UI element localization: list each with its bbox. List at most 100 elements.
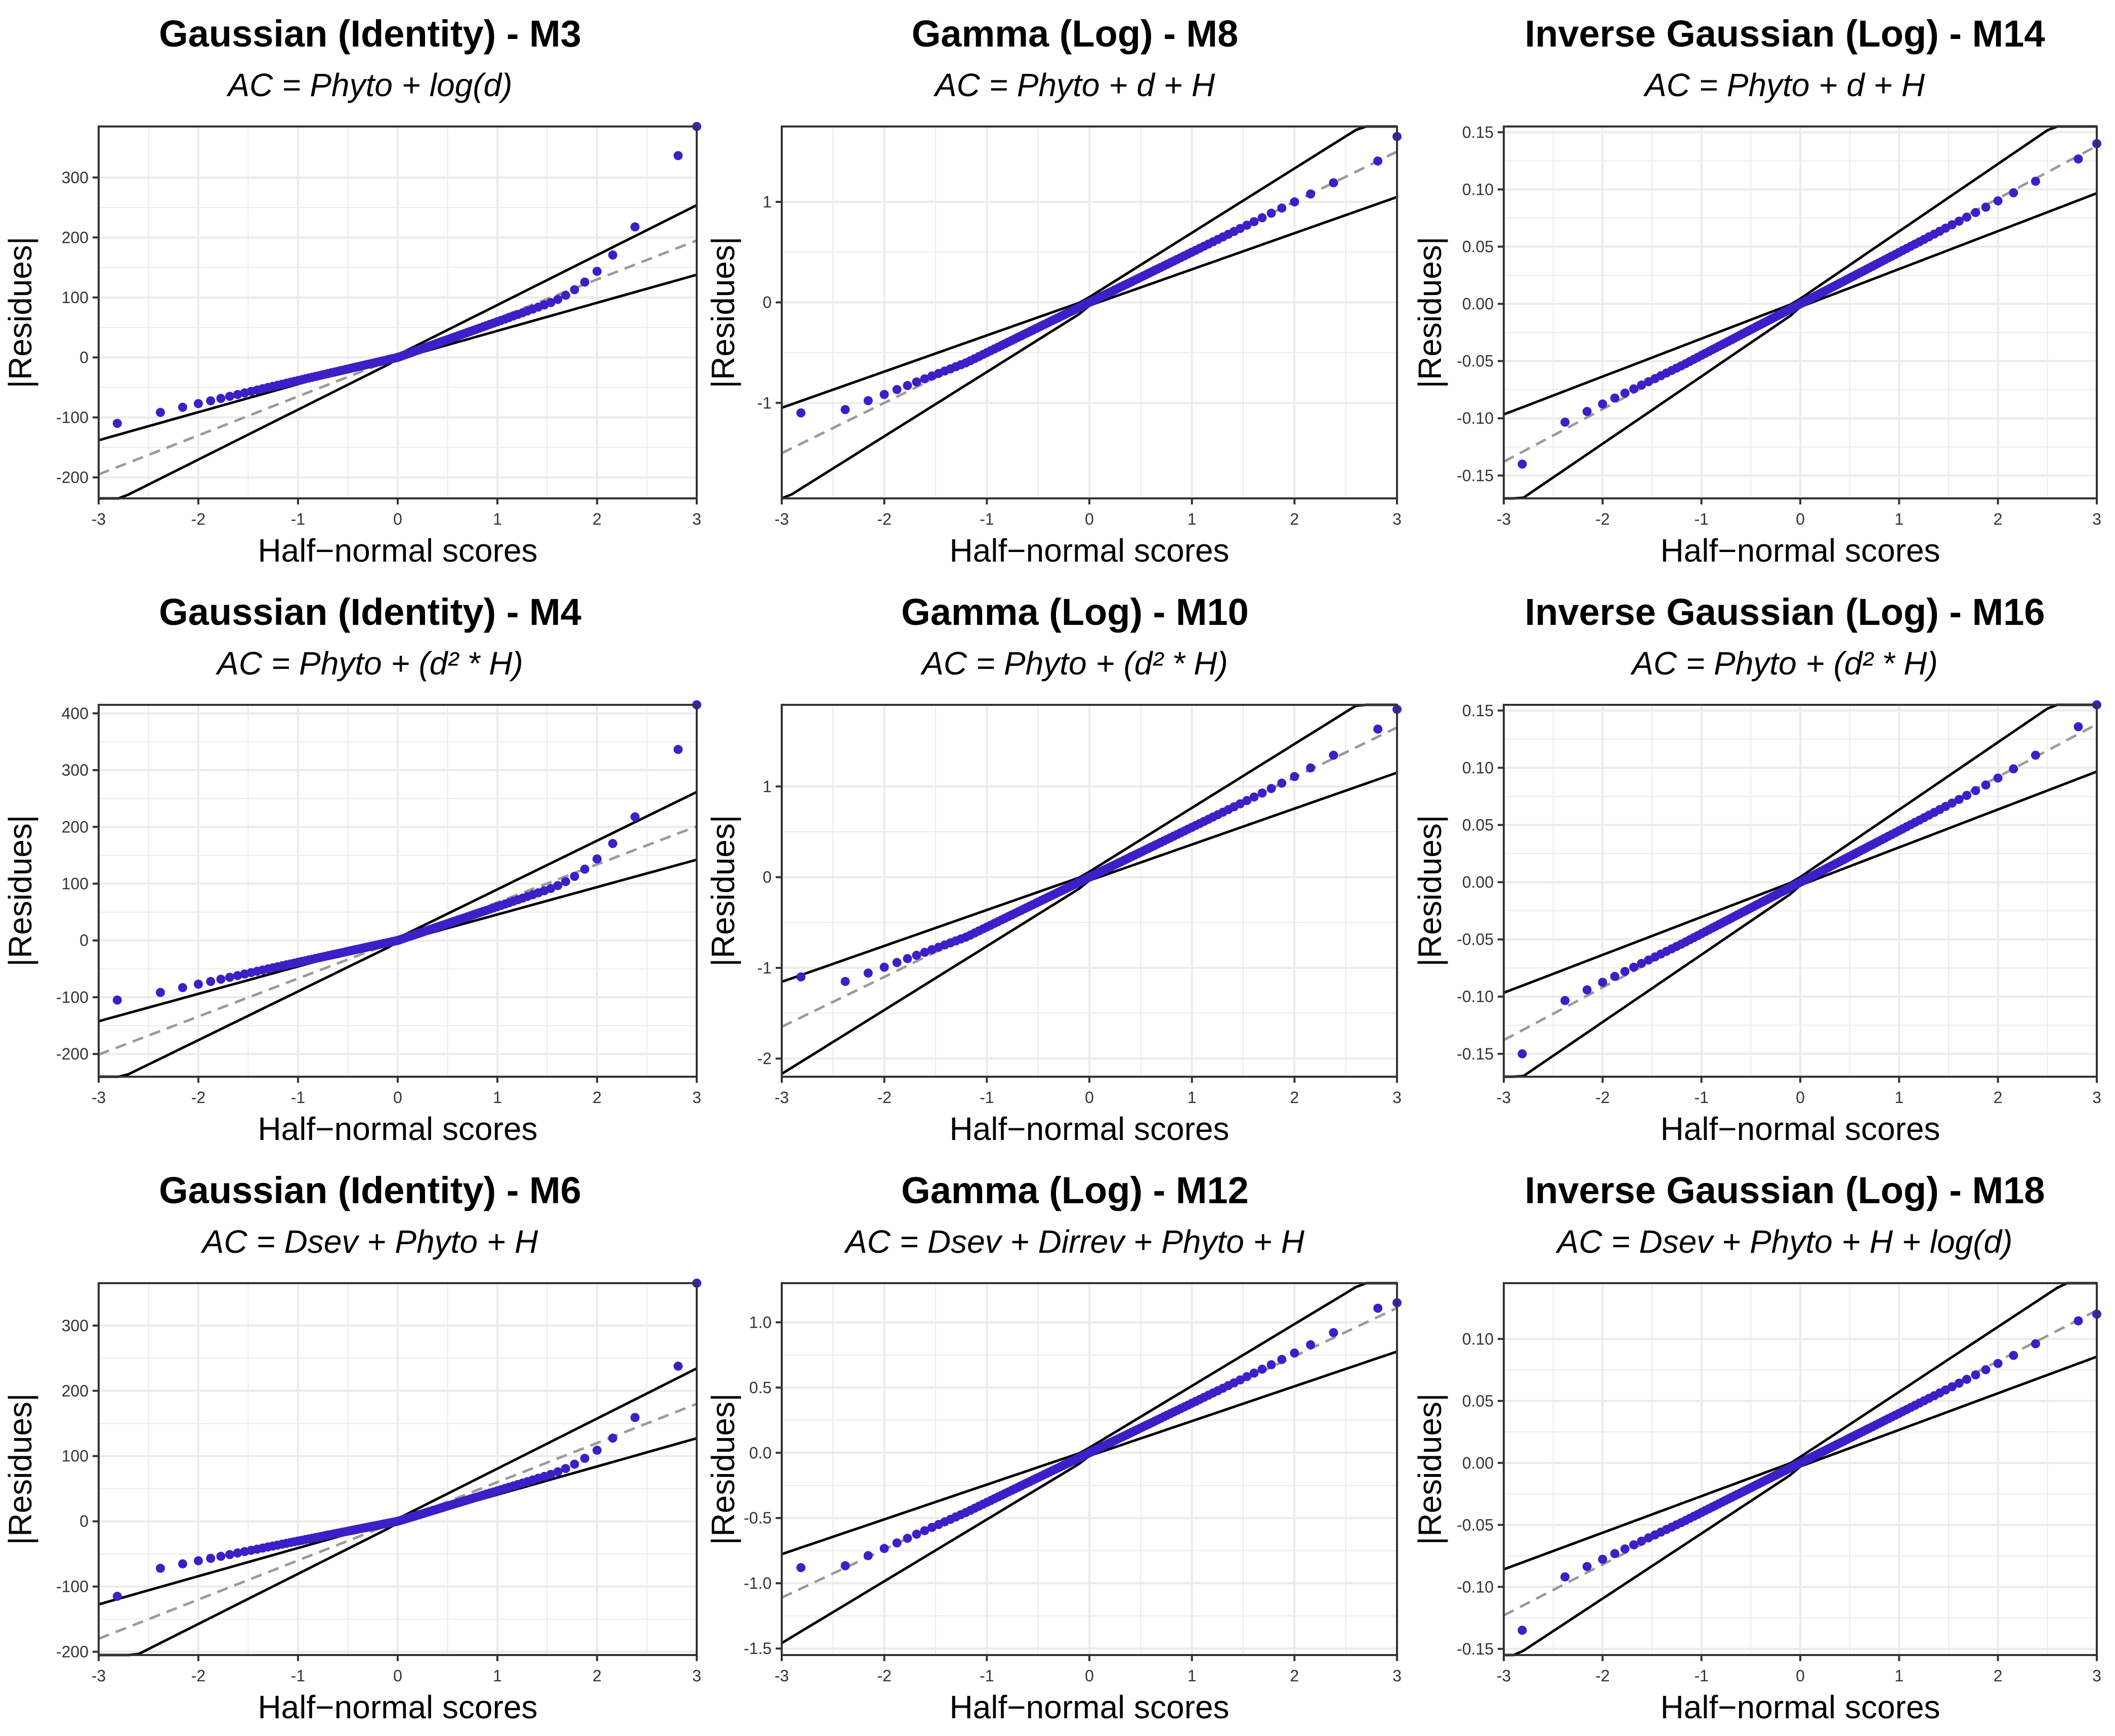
- residual-point: [673, 1362, 683, 1371]
- plot-area: -3 -2 -1 0 1 2 3 -2 -1 0 1 Half−normal scores |Resid…: [705, 703, 1402, 1147]
- x-tick-label: -2: [877, 510, 891, 528]
- residual-point: [1947, 798, 1957, 808]
- y-axis-label: |Residues|: [2, 236, 38, 388]
- residual-point: [840, 977, 850, 986]
- x-tick-label: 0: [1796, 1088, 1805, 1107]
- y-axis-label: |Residues|: [705, 236, 741, 388]
- residual-point: [863, 396, 873, 405]
- residual-point: [1257, 788, 1267, 798]
- residual-point: [903, 380, 912, 390]
- x-tick-label: 0: [1085, 1667, 1094, 1685]
- plot-area: -3 -2 -1 0 1 2 3 -0.15 -0.10 -0.05 0.00 0.05 0.10 Hal…: [1412, 1282, 2101, 1725]
- residual-point: [593, 1446, 602, 1455]
- plot-area: -3 -2 -1 0 1 2 3 -0.15 -0.10 -0.05 0.00 0.05 0.10 0.1…: [1412, 123, 2101, 569]
- panel-m12: Gamma (Log) - M12 AC = Dsev + Dirrev + P…: [705, 1157, 1410, 1735]
- residual-point: [1954, 1378, 1964, 1388]
- y-tick-label: -100: [56, 1578, 89, 1596]
- x-tick-label: -3: [775, 1667, 789, 1685]
- x-tick-label: -3: [92, 510, 106, 528]
- residual-point: [1242, 221, 1252, 230]
- residual-point: [796, 1563, 806, 1573]
- residual-point: [1971, 1370, 1980, 1380]
- panel-subtitle: AC = Phyto + log(d): [228, 67, 513, 103]
- x-tick-label: -3: [775, 510, 789, 528]
- residual-point: [1620, 389, 1630, 398]
- residual-point: [1962, 791, 1972, 800]
- residual-point: [1290, 197, 1299, 206]
- residual-point: [593, 854, 602, 864]
- residual-point: [1329, 178, 1338, 188]
- envelope-upper-line: [1503, 1282, 2097, 1571]
- y-tick-label: 200: [62, 1382, 89, 1400]
- residual-point: [1560, 996, 1570, 1005]
- y-tick-label: -0.05: [1457, 352, 1494, 370]
- residual-point: [920, 948, 929, 957]
- residual-point: [580, 277, 589, 287]
- residual-points: [796, 132, 1402, 418]
- panel-m4: Gaussian (Identity) - M4 AC = Phyto + (d…: [0, 578, 705, 1157]
- x-tick-label: -1: [291, 1667, 305, 1685]
- y-tick-label: -0.05: [1457, 1516, 1494, 1534]
- plot-area: -3 -2 -1 0 1 2 3 -200 -100 0 100 200 300 Half−normal …: [2, 122, 701, 569]
- y-tick-label: -1: [757, 959, 772, 977]
- y-tick-label: -200: [56, 469, 89, 487]
- panel-subtitle: AC = Dsev + Phyto + H: [202, 1223, 538, 1260]
- residual-point: [892, 1538, 902, 1548]
- residual-point: [561, 1464, 570, 1473]
- x-axis-label: Half−normal scores: [1660, 532, 1940, 569]
- x-tick-label: 3: [692, 1667, 701, 1685]
- x-tick-label: 1: [493, 1667, 502, 1685]
- x-tick-label: 2: [1994, 1088, 2003, 1107]
- residual-point: [233, 390, 242, 399]
- y-tick-label: -200: [56, 1643, 89, 1661]
- x-tick-label: 0: [393, 1088, 402, 1107]
- residual-point: [1610, 1549, 1620, 1558]
- y-tick-label: 100: [62, 874, 89, 893]
- y-tick-label: 300: [62, 761, 89, 779]
- y-tick-label: 300: [62, 1317, 89, 1335]
- y-axis-label: |Residues|: [1412, 236, 1448, 388]
- residual-point: [840, 1561, 850, 1571]
- panel-title: Inverse Gaussian (Log) - M16: [1525, 591, 2045, 633]
- panel-subtitle: AC = Phyto + (d² * H): [217, 645, 523, 682]
- panel-title: Gamma (Log) - M8: [911, 13, 1239, 55]
- residual-point: [1993, 196, 2003, 205]
- residual-point: [1620, 1544, 1630, 1554]
- residual-point: [1598, 399, 1608, 409]
- x-tick-label: 2: [593, 1088, 602, 1107]
- x-tick-label: 1: [1894, 510, 1903, 528]
- envelope-upper-line: [781, 1282, 1397, 1555]
- x-tick-label: -1: [1694, 510, 1708, 528]
- residual-point: [1560, 1572, 1570, 1582]
- x-tick-label: 0: [1796, 510, 1805, 528]
- residual-point: [1277, 203, 1287, 213]
- y-tick-label: 0.5: [749, 1378, 772, 1396]
- x-tick-label: -1: [980, 1667, 994, 1685]
- x-axis-label: Half−normal scores: [949, 1689, 1229, 1725]
- residual-point: [112, 995, 122, 1005]
- envelope-upper-line: [1503, 125, 2097, 416]
- envelope-upper-line: [1503, 703, 2097, 994]
- residual-point: [879, 390, 889, 399]
- residual-point: [912, 1530, 921, 1539]
- residual-point: [1373, 156, 1383, 166]
- x-tick-label: 2: [593, 1667, 602, 1685]
- panel-subtitle: AC = Phyto + (d² * H): [922, 645, 1228, 682]
- panel-m6: Gaussian (Identity) - M6 AC = Dsev + Phy…: [0, 1157, 705, 1735]
- x-tick-label: 1: [1894, 1088, 1903, 1107]
- residual-point: [1266, 1360, 1276, 1370]
- residual-point: [630, 222, 640, 232]
- y-tick-label: -0.15: [1457, 1045, 1494, 1063]
- residual-point: [2031, 1339, 2040, 1348]
- residual-point: [1560, 417, 1570, 427]
- residual-point: [892, 958, 902, 967]
- panel-m8: Gamma (Log) - M8 AC = Phyto + d + H -3 -2…: [705, 0, 1410, 578]
- residual-point: [194, 399, 203, 408]
- residual-point: [863, 1551, 873, 1560]
- residual-point: [112, 1591, 122, 1601]
- residual-point: [1620, 967, 1630, 976]
- residual-point: [673, 151, 683, 160]
- residual-point: [1582, 985, 1592, 995]
- x-tick-label: -2: [191, 510, 205, 528]
- residual-point: [879, 1544, 889, 1553]
